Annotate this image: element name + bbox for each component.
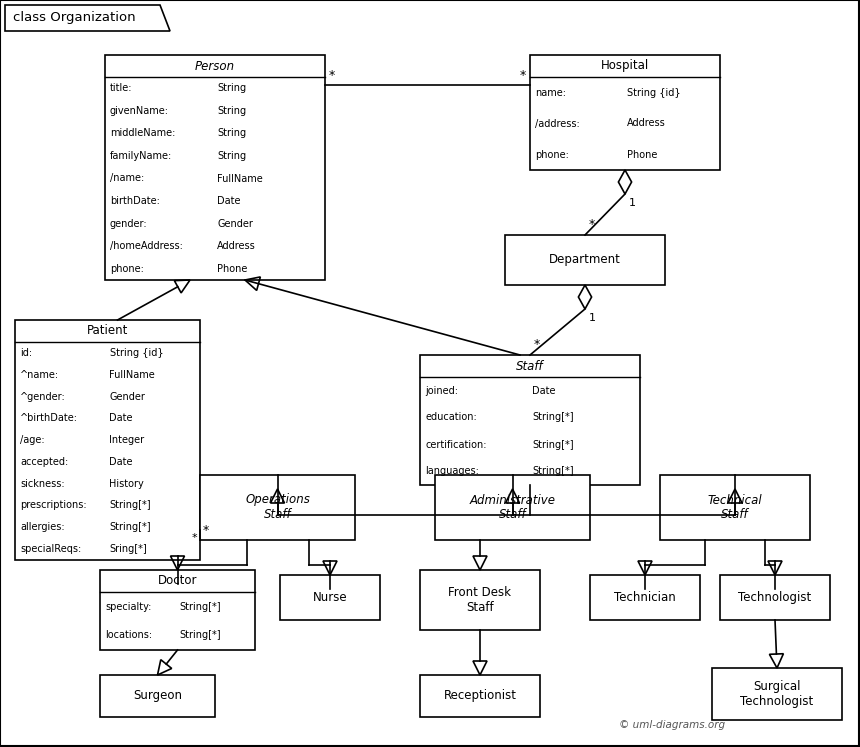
- Bar: [420, 355, 640, 485]
- Text: String: String: [217, 106, 246, 116]
- Text: Operations
Staff: Operations Staff: [245, 494, 310, 521]
- Text: Administrative
Staff: Administrative Staff: [470, 494, 556, 521]
- Text: middleName:: middleName:: [110, 128, 175, 138]
- Text: Staff: Staff: [516, 359, 544, 373]
- Text: Gender: Gender: [109, 391, 145, 401]
- Text: Address: Address: [627, 119, 666, 128]
- Text: Nurse: Nurse: [313, 591, 347, 604]
- Bar: [420, 570, 540, 630]
- Text: title:: title:: [110, 83, 132, 93]
- Text: /name:: /name:: [110, 173, 144, 184]
- Text: String {id}: String {id}: [627, 87, 680, 98]
- Text: History: History: [109, 479, 144, 489]
- Text: locations:: locations:: [105, 630, 152, 640]
- Text: Phone: Phone: [217, 264, 248, 273]
- Text: familyName:: familyName:: [110, 151, 172, 161]
- Text: Surgeon: Surgeon: [133, 689, 182, 702]
- Text: Date: Date: [532, 385, 556, 395]
- Text: Receptionist: Receptionist: [444, 689, 517, 702]
- Text: certification:: certification:: [425, 439, 487, 450]
- Text: Date: Date: [217, 196, 241, 206]
- Text: givenName:: givenName:: [110, 106, 169, 116]
- Text: © uml-diagrams.org: © uml-diagrams.org: [619, 720, 725, 730]
- Text: String[*]: String[*]: [532, 412, 574, 423]
- Text: phone:: phone:: [535, 149, 568, 160]
- Bar: [505, 235, 665, 285]
- Text: Front Desk
Staff: Front Desk Staff: [449, 586, 512, 614]
- Text: phone:: phone:: [110, 264, 144, 273]
- Text: *: *: [589, 218, 595, 231]
- Text: Hospital: Hospital: [601, 60, 649, 72]
- Text: sickness:: sickness:: [20, 479, 64, 489]
- Text: class Organization: class Organization: [13, 11, 136, 25]
- Text: /address:: /address:: [535, 119, 580, 128]
- Bar: [15, 320, 200, 560]
- Text: Person: Person: [195, 60, 235, 72]
- Bar: [435, 475, 590, 540]
- Text: ^gender:: ^gender:: [20, 391, 65, 401]
- Text: prescriptions:: prescriptions:: [20, 500, 87, 510]
- Text: Department: Department: [549, 253, 621, 267]
- Text: id:: id:: [20, 348, 32, 358]
- Bar: [420, 675, 540, 717]
- Text: String: String: [217, 151, 246, 161]
- Polygon shape: [5, 5, 170, 31]
- Text: specialty:: specialty:: [105, 601, 151, 612]
- Text: Surgical
Technologist: Surgical Technologist: [740, 680, 814, 708]
- Text: String[*]: String[*]: [180, 630, 221, 640]
- Bar: [200, 475, 355, 540]
- Text: *: *: [203, 524, 209, 537]
- Bar: [660, 475, 810, 540]
- Text: birthDate:: birthDate:: [110, 196, 160, 206]
- Text: Integer: Integer: [109, 435, 144, 445]
- Text: *: *: [192, 533, 197, 543]
- Text: *: *: [534, 338, 540, 351]
- Text: FullName: FullName: [217, 173, 263, 184]
- Text: String: String: [217, 128, 246, 138]
- Text: Technician: Technician: [614, 591, 676, 604]
- Text: String[*]: String[*]: [532, 466, 574, 477]
- Text: String[*]: String[*]: [109, 522, 151, 533]
- Text: Patient: Patient: [87, 324, 128, 338]
- Bar: [280, 575, 380, 620]
- Bar: [712, 668, 842, 720]
- Text: String {id}: String {id}: [109, 348, 163, 358]
- Text: accepted:: accepted:: [20, 457, 68, 467]
- Text: 1: 1: [629, 198, 636, 208]
- Text: Date: Date: [109, 413, 133, 424]
- Bar: [590, 575, 700, 620]
- Text: Doctor: Doctor: [157, 574, 197, 587]
- Text: name:: name:: [535, 87, 566, 98]
- Bar: [720, 575, 830, 620]
- Text: ^name:: ^name:: [20, 370, 59, 379]
- Text: Sring[*]: Sring[*]: [109, 544, 147, 554]
- Text: String[*]: String[*]: [109, 500, 151, 510]
- Text: Date: Date: [109, 457, 133, 467]
- Text: 1: 1: [589, 313, 596, 323]
- Text: /age:: /age:: [20, 435, 45, 445]
- Text: String[*]: String[*]: [532, 439, 574, 450]
- Bar: [530, 55, 720, 170]
- Text: ^birthDate:: ^birthDate:: [20, 413, 78, 424]
- Text: joined:: joined:: [425, 385, 458, 395]
- Text: education:: education:: [425, 412, 476, 423]
- Text: Phone: Phone: [627, 149, 657, 160]
- Text: /homeAddress:: /homeAddress:: [110, 241, 183, 251]
- Text: Technical
Staff: Technical Staff: [708, 494, 762, 521]
- Text: Technologist: Technologist: [739, 591, 812, 604]
- Text: *: *: [329, 69, 335, 82]
- Text: FullName: FullName: [109, 370, 156, 379]
- Text: languages:: languages:: [425, 466, 479, 477]
- Text: gender:: gender:: [110, 219, 148, 229]
- Text: String[*]: String[*]: [180, 601, 221, 612]
- Text: Gender: Gender: [217, 219, 253, 229]
- Text: Address: Address: [217, 241, 255, 251]
- Bar: [100, 675, 215, 717]
- Text: String: String: [217, 83, 246, 93]
- Text: *: *: [519, 69, 526, 82]
- Text: allergies:: allergies:: [20, 522, 64, 533]
- Bar: [100, 570, 255, 650]
- Text: specialReqs:: specialReqs:: [20, 544, 81, 554]
- Bar: [105, 55, 325, 280]
